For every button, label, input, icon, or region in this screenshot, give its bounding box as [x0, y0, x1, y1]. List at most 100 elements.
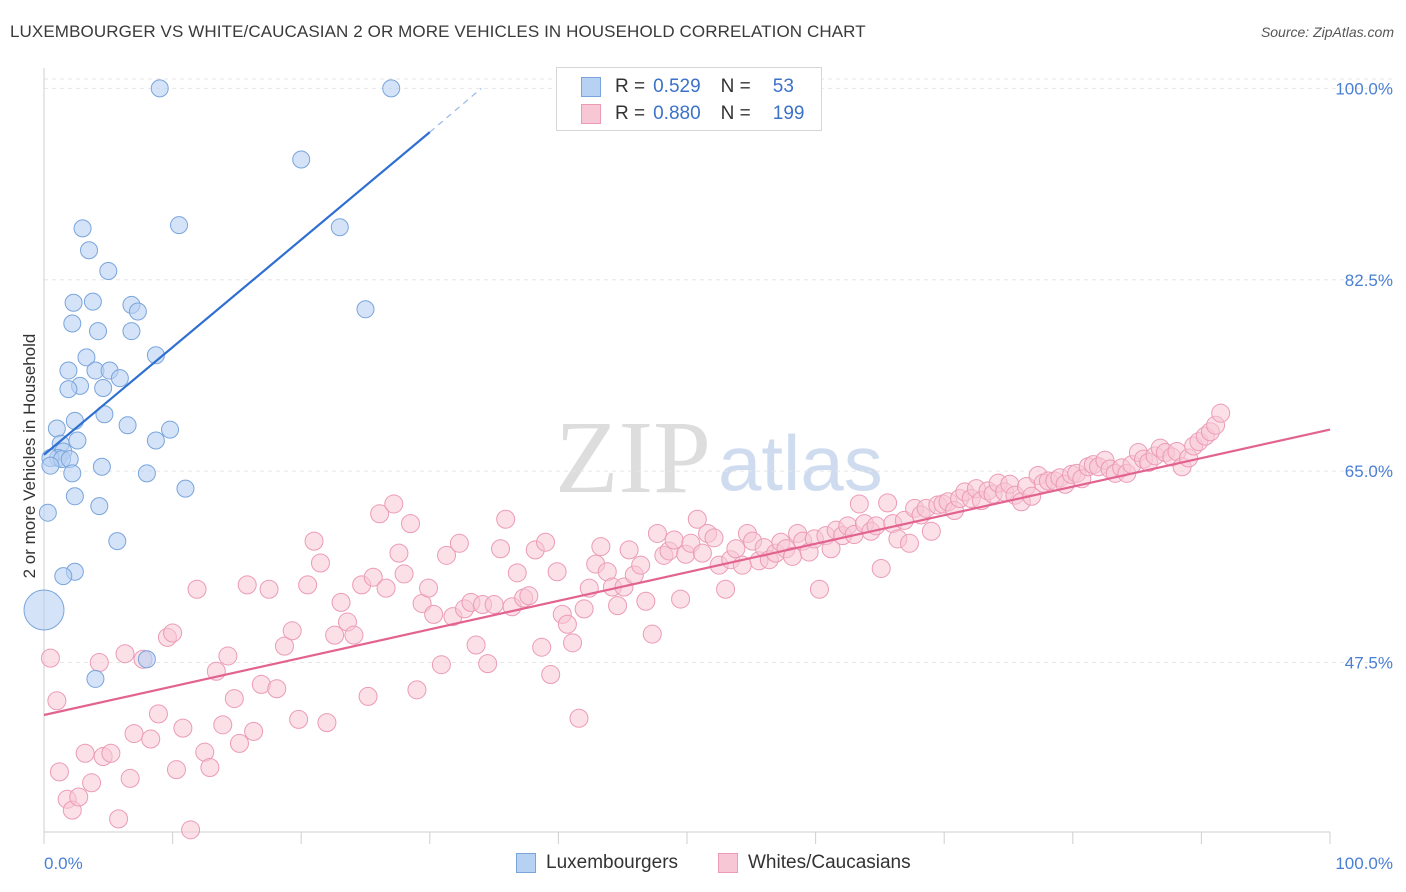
point-whites-caucasians [344, 625, 364, 645]
point-luxembourgers [95, 405, 114, 424]
point-luxembourgers [161, 420, 180, 439]
point-whites-caucasians [289, 709, 309, 729]
r-label: R = [615, 76, 646, 97]
point-whites-caucasians [317, 713, 337, 733]
point-luxembourgers [23, 589, 65, 631]
point-luxembourgers [59, 380, 78, 399]
point-luxembourgers [83, 292, 102, 311]
point-whites-caucasians [267, 679, 287, 699]
point-luxembourgers [41, 456, 60, 475]
y-axis-title: 2 or more Vehicles in Household [20, 334, 39, 579]
series-whites-caucasians [40, 403, 1231, 840]
gridlines [44, 78, 1394, 664]
point-luxembourgers [65, 411, 84, 430]
point-whites-caucasians [181, 820, 201, 840]
point-whites-caucasians [187, 579, 207, 599]
point-whites-caucasians [547, 562, 567, 582]
point-luxembourgers [176, 479, 195, 498]
point-whites-caucasians [631, 555, 651, 575]
point-whites-caucasians [173, 718, 193, 738]
point-whites-caucasians [244, 721, 264, 741]
point-whites-caucasians [298, 575, 318, 595]
point-whites-caucasians [363, 567, 383, 587]
point-whites-caucasians [115, 644, 135, 664]
point-whites-caucasians [849, 494, 869, 514]
point-whites-caucasians [310, 553, 330, 573]
point-whites-caucasians [574, 599, 594, 619]
watermark: ZIP atlas [555, 400, 883, 515]
point-whites-caucasians [109, 809, 129, 829]
point-whites-caucasians [358, 686, 378, 706]
point-luxembourgers [68, 431, 87, 450]
point-luxembourgers [63, 314, 82, 333]
trend-extension-luxembourgers [429, 87, 482, 133]
point-whites-caucasians [166, 760, 186, 780]
legend-label: Luxembourgers [546, 852, 679, 873]
point-whites-caucasians [47, 691, 67, 711]
point-whites-caucasians [325, 625, 345, 645]
point-whites-caucasians [69, 787, 89, 807]
point-whites-caucasians [619, 540, 639, 560]
point-luxembourgers [150, 79, 169, 98]
point-whites-caucasians [384, 494, 404, 514]
point-whites-caucasians [259, 579, 279, 599]
trend-lines [43, 87, 1331, 717]
point-whites-caucasians [899, 533, 919, 553]
tick-labels: 47.5% 65.0% 82.5% 100.0% 0.0% 100.0% 2 or more… [20, 79, 1393, 873]
point-whites-caucasians [519, 586, 539, 606]
legend-row-whites: R = 0.880 N = 199 [581, 101, 804, 127]
point-whites-caucasians [809, 579, 829, 599]
n-value: 53 [772, 76, 794, 97]
point-luxembourgers [146, 431, 165, 450]
legend-item-luxembourgers: Luxembourgers [516, 852, 678, 874]
trend-line-luxembourgers [43, 131, 431, 456]
point-whites-caucasians [536, 532, 556, 552]
point-luxembourgers [59, 361, 78, 380]
point-whites-caucasians [664, 530, 684, 550]
point-whites-caucasians [229, 733, 249, 753]
point-whites-caucasians [370, 504, 390, 524]
point-whites-caucasians [1211, 403, 1231, 423]
point-luxembourgers [137, 650, 156, 669]
point-luxembourgers [54, 567, 73, 586]
legend-label: Whites/Caucasians [748, 852, 911, 873]
pink-swatch [718, 853, 738, 873]
point-whites-caucasians [213, 715, 233, 735]
series-luxembourgers [23, 79, 401, 688]
point-whites-caucasians [726, 539, 746, 559]
point-luxembourgers [137, 464, 156, 483]
point-luxembourgers [292, 150, 311, 169]
point-whites-caucasians [591, 537, 611, 557]
point-whites-caucasians [704, 528, 724, 548]
point-luxembourgers [330, 218, 349, 237]
point-luxembourgers [382, 79, 401, 98]
point-whites-caucasians [401, 514, 421, 534]
point-luxembourgers [94, 379, 113, 398]
chart-title: LUXEMBOURGER VS WHITE/CAUCASIAN 2 OR MOR… [10, 22, 866, 41]
point-whites-caucasians [89, 653, 109, 673]
point-luxembourgers [110, 369, 129, 388]
source-credit: Source: ZipAtlas.com [1260, 24, 1394, 40]
axes [43, 68, 1331, 844]
point-whites-caucasians [75, 743, 95, 763]
x-tick-label: 100.0% [1335, 854, 1393, 873]
point-whites-caucasians [163, 623, 183, 643]
y-tick-label: 65.0% [1345, 462, 1393, 481]
point-luxembourgers [86, 669, 105, 688]
point-luxembourgers [118, 416, 137, 435]
point-whites-caucasians [608, 596, 628, 616]
point-luxembourgers [92, 457, 111, 476]
trend-line-whites [43, 428, 1331, 717]
point-luxembourgers [77, 348, 96, 367]
point-whites-caucasians [491, 539, 511, 559]
point-whites-caucasians [389, 543, 409, 563]
y-tick-label: 82.5% [1345, 271, 1393, 290]
point-whites-caucasians [871, 558, 891, 578]
point-whites-caucasians [49, 762, 69, 782]
point-luxembourgers [65, 487, 84, 506]
point-whites-caucasians [82, 773, 102, 793]
point-whites-caucasians [437, 545, 457, 565]
n-label: N = [720, 103, 751, 124]
point-whites-caucasians [671, 589, 691, 609]
